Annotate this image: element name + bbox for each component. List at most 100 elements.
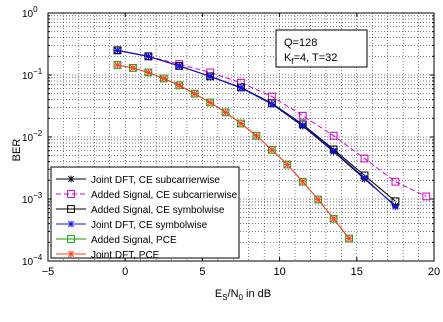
marker-stroke: [191, 90, 198, 97]
data-point: [283, 161, 291, 168]
y-tick-base: 10: [22, 257, 34, 268]
y-tick-exponent: −2: [33, 129, 43, 138]
x-label-e: E: [215, 288, 222, 300]
data-point: [392, 203, 399, 211]
x-axis-label: ES/N0 in dB: [215, 288, 271, 302]
data-point: [129, 64, 137, 72]
x-label-tail: in dB: [243, 288, 271, 300]
data-point: [237, 120, 245, 127]
marker-stroke: [67, 220, 75, 228]
legend-marker: [67, 220, 75, 228]
marker-stroke: [299, 122, 306, 129]
data-point: [422, 192, 431, 201]
data-point: [330, 215, 338, 223]
marker-stroke: [315, 196, 322, 203]
data-point: [299, 178, 307, 186]
y-tick-base: 10: [22, 71, 34, 82]
marker-stroke: [330, 215, 337, 222]
marker-stroke: [253, 132, 260, 139]
data-point: [314, 196, 322, 203]
series-line: [117, 49, 427, 197]
marker-stroke: [207, 99, 214, 106]
marker-stroke: [268, 100, 275, 108]
data-point: [222, 108, 229, 116]
x-label-s-sub: S: [222, 293, 227, 302]
marker-stroke: [207, 73, 214, 80]
data-point: [361, 174, 368, 182]
y-tick-label: 10−2: [22, 129, 43, 144]
x-label-n: /N: [228, 288, 239, 300]
marker-stroke: [268, 146, 275, 153]
x-label-0-sub: 0: [239, 293, 244, 302]
data-point: [237, 84, 245, 92]
series-line: [117, 64, 350, 239]
legend-marker: [67, 190, 75, 198]
data-point: [114, 61, 121, 69]
legend: Joint DFT, CE subcarrierwise Added Signal…: [50, 166, 240, 261]
marker-stroke: [330, 147, 337, 154]
marker-stroke: [361, 174, 368, 181]
data-point: [191, 90, 199, 98]
data-point: [144, 69, 152, 76]
y-tick-base: 10: [22, 133, 34, 144]
series-line: [117, 49, 396, 208]
y-tick-exponent: −1: [33, 67, 43, 76]
y-tick-label: 100: [22, 5, 38, 20]
marker-stroke: [114, 47, 121, 54]
legend-marker: [67, 175, 75, 183]
y-tick-base: 10: [22, 9, 34, 20]
legend-marker: [67, 250, 75, 258]
y-tick-exponent: −4: [33, 253, 43, 262]
data-point: [114, 46, 121, 54]
x-tick-label: 5: [199, 266, 205, 278]
y-tick-base: 10: [22, 195, 34, 206]
data-point: [268, 100, 276, 108]
marker-stroke: [222, 109, 229, 116]
y-tick-exponent: 0: [33, 5, 38, 14]
annotation-line1: Q=128: [284, 37, 317, 49]
marker-stroke: [129, 64, 136, 72]
data-point: [391, 177, 400, 186]
series-4: [114, 46, 399, 211]
y-axis-label: BER: [11, 139, 23, 162]
y-tick-label: 10−1: [22, 67, 43, 82]
legend-label: Added Signal, CE symbolwise: [91, 205, 225, 216]
x-tick-label: 0: [122, 266, 128, 278]
series-6: [114, 61, 353, 242]
legend-entry: Joint DFT, CE subcarrierwise: [56, 175, 220, 186]
y-tick-exponent: −3: [33, 191, 43, 200]
legend-marker: [67, 235, 75, 243]
legend-marker: [67, 205, 75, 213]
data-point: [206, 99, 214, 106]
marker-stroke: [176, 62, 183, 70]
marker-stroke: [160, 75, 167, 82]
annotation-frame: [275, 29, 368, 68]
data-point: [268, 146, 276, 154]
x-tick-label: 20: [428, 266, 440, 278]
data-point: [175, 62, 183, 70]
marker-stroke: [237, 120, 245, 127]
x-tick-label: 10: [273, 266, 285, 278]
y-tick-label: 10−4: [22, 253, 43, 268]
legend-entry: Joint DFT, PCE: [56, 250, 160, 261]
marker-stroke: [346, 235, 353, 242]
marker-stroke: [145, 69, 152, 76]
marker-stroke: [176, 82, 183, 89]
marker-stroke: [237, 84, 245, 91]
marker-stroke: [67, 175, 75, 183]
marker-stroke: [114, 61, 121, 69]
x-tick-label: 15: [351, 266, 363, 278]
data-point: [329, 131, 338, 140]
data-point: [175, 81, 183, 89]
data-point: [206, 72, 214, 80]
data-point: [144, 52, 152, 60]
grid-lines: [48, 13, 434, 261]
x-tick-label: −5: [42, 266, 55, 278]
y-tick-label: 10−3: [22, 191, 43, 206]
data-point: [345, 235, 353, 242]
data-point: [299, 121, 307, 129]
annotation-rest: =4, T=32: [294, 52, 338, 64]
annotation-k: K: [284, 52, 292, 64]
